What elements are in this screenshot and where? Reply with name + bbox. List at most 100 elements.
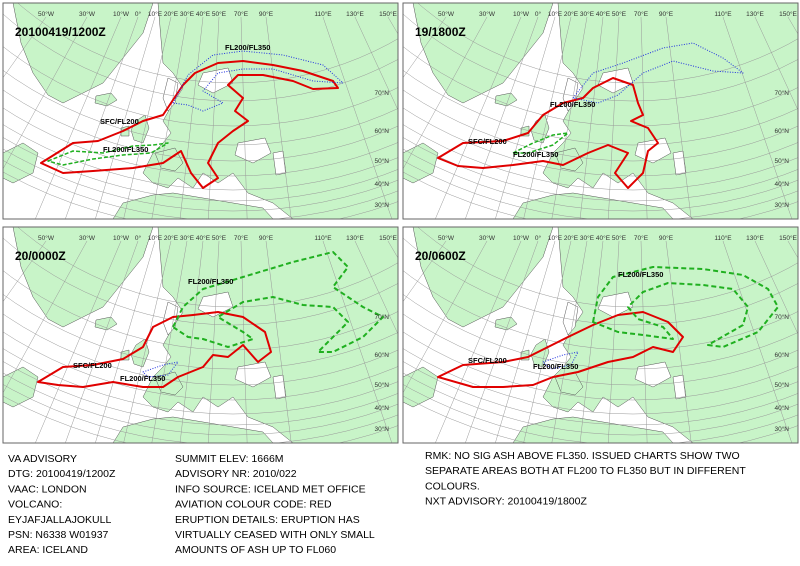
parallel: [3, 70, 398, 146]
meridian: [123, 240, 172, 443]
meridian: [403, 16, 488, 170]
longitude-label: 10°E: [148, 10, 163, 18]
longitude-label: 50°E: [212, 234, 227, 242]
land: [542, 3, 798, 219]
land: [94, 92, 118, 107]
latitude-label: 40°N: [774, 180, 789, 188]
meridian: [608, 16, 620, 219]
parallel: [403, 294, 798, 370]
parallel: [3, 46, 398, 127]
advisory-line: ADVISORY NR: 2010/022: [175, 468, 297, 480]
land: [494, 316, 518, 331]
meridian: [465, 16, 539, 219]
longitude-label: 30°W: [479, 10, 496, 18]
longitude-label: 130°E: [346, 234, 364, 242]
longitude-label: 30°W: [79, 10, 96, 18]
parallel: [403, 89, 798, 162]
longitude-label: 150°E: [779, 234, 797, 242]
latitude-label: 40°N: [374, 404, 389, 412]
land: [142, 227, 398, 443]
longitude-label: 130°E: [746, 10, 764, 18]
longitude-label: 90°E: [659, 234, 674, 242]
area-label: FL200/FL350: [618, 270, 663, 279]
latitude-label: 40°N: [774, 404, 789, 412]
latitude-label: 60°N: [774, 351, 789, 359]
longitude-label: 10°E: [548, 234, 563, 242]
water: [634, 361, 672, 388]
water: [672, 374, 687, 400]
meridian: [151, 16, 188, 219]
panel-map: [3, 227, 398, 443]
meridian: [322, 240, 393, 443]
ash-area: [437, 77, 659, 189]
latitude-label: 70°N: [374, 89, 389, 97]
advisory-line: VAAC: LONDON: [8, 483, 87, 495]
parallel: [3, 107, 398, 177]
panel-title: 19/1800Z: [415, 25, 466, 39]
parallel: [3, 331, 398, 401]
meridian: [240, 16, 248, 219]
meridian: [265, 16, 292, 219]
meridian: [754, 16, 798, 111]
meridian: [65, 16, 139, 219]
longitude-label: 0°: [535, 234, 542, 242]
meridian: [123, 16, 172, 219]
area-label: FL200/FL350: [533, 362, 578, 371]
land: [412, 3, 554, 104]
longitude-label: 30°E: [580, 10, 595, 18]
map-panel: 50°W 30°W 10°W 0° 10°E 20°E 30°E 40°E 50°E 70°E 90…: [2, 2, 399, 220]
meridian: [265, 240, 292, 443]
longitude-label: 40°E: [596, 10, 611, 18]
water: [234, 361, 272, 388]
longitude-label: 10°W: [513, 234, 530, 242]
ash-area: [47, 142, 169, 166]
longitude-label: 50°W: [438, 10, 455, 18]
meridian: [3, 16, 88, 170]
land: [130, 114, 150, 144]
parallel: [3, 237, 398, 326]
area-label: FL200/FL350: [188, 277, 233, 286]
meridian: [551, 16, 588, 219]
longitude-label: 30°E: [580, 234, 595, 242]
meridian: [3, 16, 47, 79]
meridian: [722, 240, 793, 443]
meridian: [435, 16, 522, 219]
longitude-label: 50°E: [612, 10, 627, 18]
longitude-label: 10°W: [113, 10, 130, 18]
parallel: [3, 270, 398, 351]
parallel: [403, 70, 798, 146]
longitude-label: 0°: [535, 10, 542, 18]
land: [12, 3, 154, 104]
parallel: [3, 348, 398, 415]
meridian: [354, 16, 398, 111]
parallel: [417, 227, 798, 308]
parallel: [403, 148, 798, 212]
advisory-line: INFO SOURCE: ICELAND MET OFFICE: [175, 483, 366, 495]
meridian: [495, 240, 556, 443]
advisory-line: SEPARATE AREAS BOTH AT FL200 TO FL350 BU…: [425, 465, 746, 477]
meridian: [640, 16, 648, 219]
advisory-line: VA ADVISORY: [8, 453, 77, 465]
land: [494, 92, 518, 107]
land: [542, 227, 798, 443]
meridian: [95, 240, 156, 443]
longitude-label: 10°E: [548, 10, 563, 18]
longitude-label: 90°E: [259, 10, 274, 18]
latitude-label: 60°N: [374, 351, 389, 359]
latitude-label: 70°N: [374, 313, 389, 321]
panel-title: 20/0600Z: [415, 249, 466, 263]
ash-area: [512, 132, 569, 154]
longitude-label: 10°W: [513, 10, 530, 18]
meridian: [35, 240, 122, 443]
meridian: [579, 16, 604, 219]
parallel: [3, 13, 398, 102]
longitude-label: 110°E: [314, 10, 332, 18]
longitude-label: 90°E: [659, 10, 674, 18]
ash-area: [172, 50, 344, 112]
meridian: [179, 240, 204, 443]
meridian: [95, 16, 156, 219]
longitude-label: 70°E: [234, 10, 249, 18]
area-label: SFC/FL200: [468, 137, 507, 146]
parallel: [403, 237, 798, 326]
